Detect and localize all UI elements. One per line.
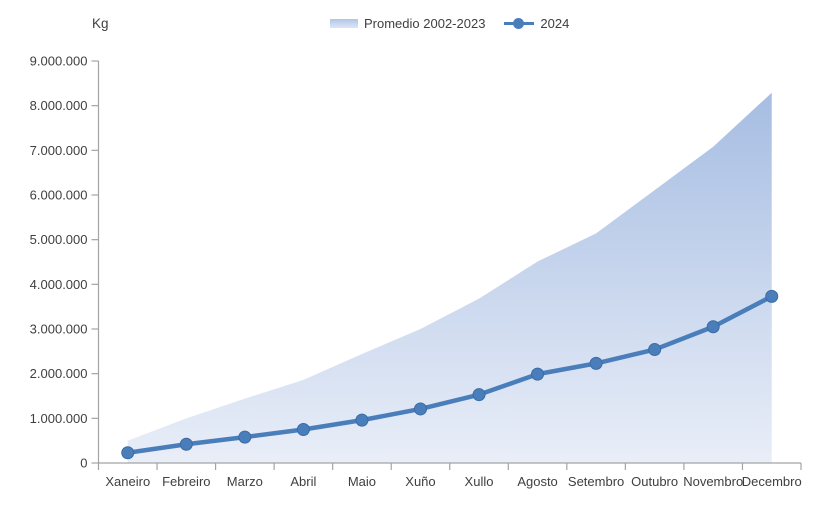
y-tick-label: 9.000.000: [30, 54, 88, 69]
y-tick-label: 1.000.000: [30, 411, 88, 426]
data-point-marker: [472, 388, 486, 402]
x-tick-label: Novembro: [683, 474, 743, 489]
x-tick-label: Xaneiro: [105, 474, 150, 489]
data-point-marker: [765, 289, 779, 303]
y-tick-label: 8.000.000: [30, 98, 88, 113]
area-swatch-icon: [330, 19, 358, 28]
x-tick-label: Xullo: [465, 474, 494, 489]
y-tick-label: 6.000.000: [30, 188, 88, 203]
line-series-2024: [125, 294, 774, 455]
x-tick-label: Agosto: [517, 474, 557, 489]
legend: Promedio 2002-2023 2024: [330, 16, 569, 31]
data-point-marker: [413, 402, 427, 416]
line-marker-swatch-icon: [504, 17, 535, 29]
x-tick-label: Outubro: [631, 474, 678, 489]
legend-label-2024: 2024: [540, 16, 570, 31]
y-tick-label: 5.000.000: [30, 232, 88, 247]
x-tick-label: Marzo: [227, 474, 263, 489]
x-tick-label: Setembro: [568, 474, 624, 489]
x-tick-label: Decembro: [742, 474, 802, 489]
data-point-marker: [589, 356, 603, 370]
y-tick-label: 4.000.000: [30, 277, 88, 292]
area-series-promedio: [127, 92, 772, 464]
y-tick-label: 2.000.000: [30, 366, 88, 381]
legend-label-promedio: Promedio 2002-2023: [364, 16, 486, 31]
marker-dot-icon: [513, 17, 525, 29]
y-tick-label: 3.000.000: [30, 322, 88, 337]
legend-item-2024: 2024: [504, 16, 569, 31]
y-tick-label: 0: [80, 456, 87, 471]
data-point-marker: [179, 437, 193, 451]
data-point-marker: [706, 320, 720, 334]
legend-item-promedio: Promedio 2002-2023: [330, 16, 485, 31]
data-point-marker: [648, 343, 662, 357]
x-tick-label: Maio: [348, 474, 376, 489]
y-tick-label: 7.000.000: [30, 143, 88, 158]
x-tick-label: Xuño: [405, 474, 435, 489]
x-tick-label: Febreiro: [162, 474, 210, 489]
data-point-marker: [355, 413, 369, 427]
x-tick-label: Abril: [290, 474, 316, 489]
data-point-marker: [531, 367, 545, 381]
data-point-marker: [121, 446, 135, 460]
data-point-marker: [238, 430, 252, 444]
y-axis-unit-label: Kg: [92, 16, 109, 31]
data-point-marker: [296, 423, 310, 436]
